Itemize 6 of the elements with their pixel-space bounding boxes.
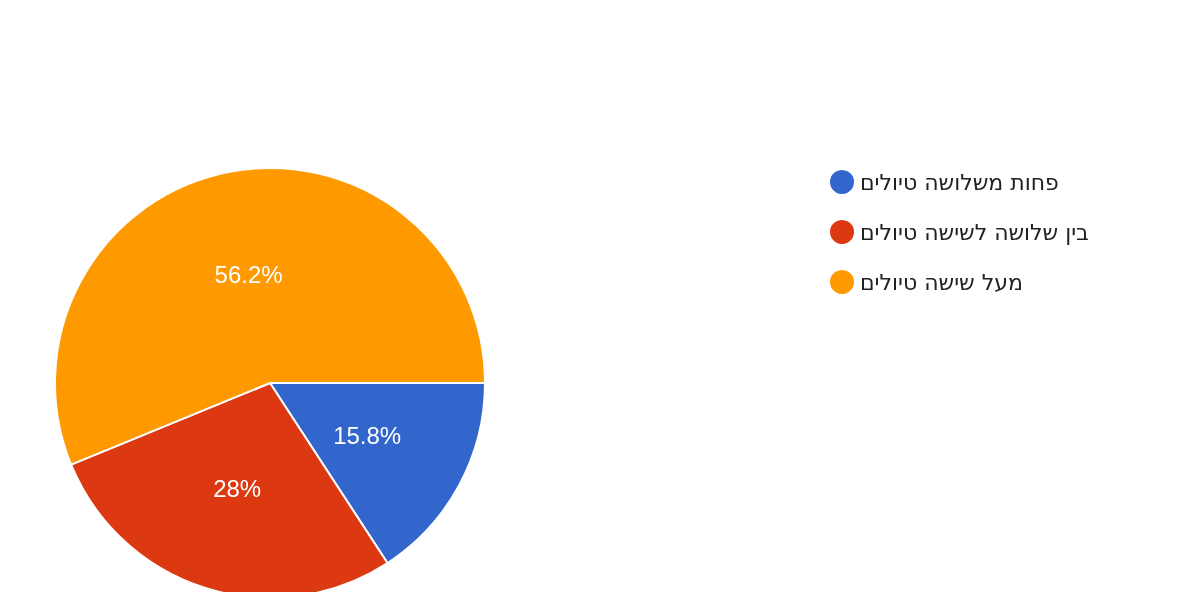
- data-label: 28%: [213, 475, 262, 503]
- data-label: 56.2%: [214, 261, 283, 289]
- data-label: 15.8%: [333, 422, 402, 450]
- legend-label: בין שלושה לשישה טיולים: [860, 219, 1089, 245]
- legend-label: פחות משלושה טיולים: [860, 169, 1059, 195]
- legend-label: מעל שישה טיולים: [860, 269, 1023, 295]
